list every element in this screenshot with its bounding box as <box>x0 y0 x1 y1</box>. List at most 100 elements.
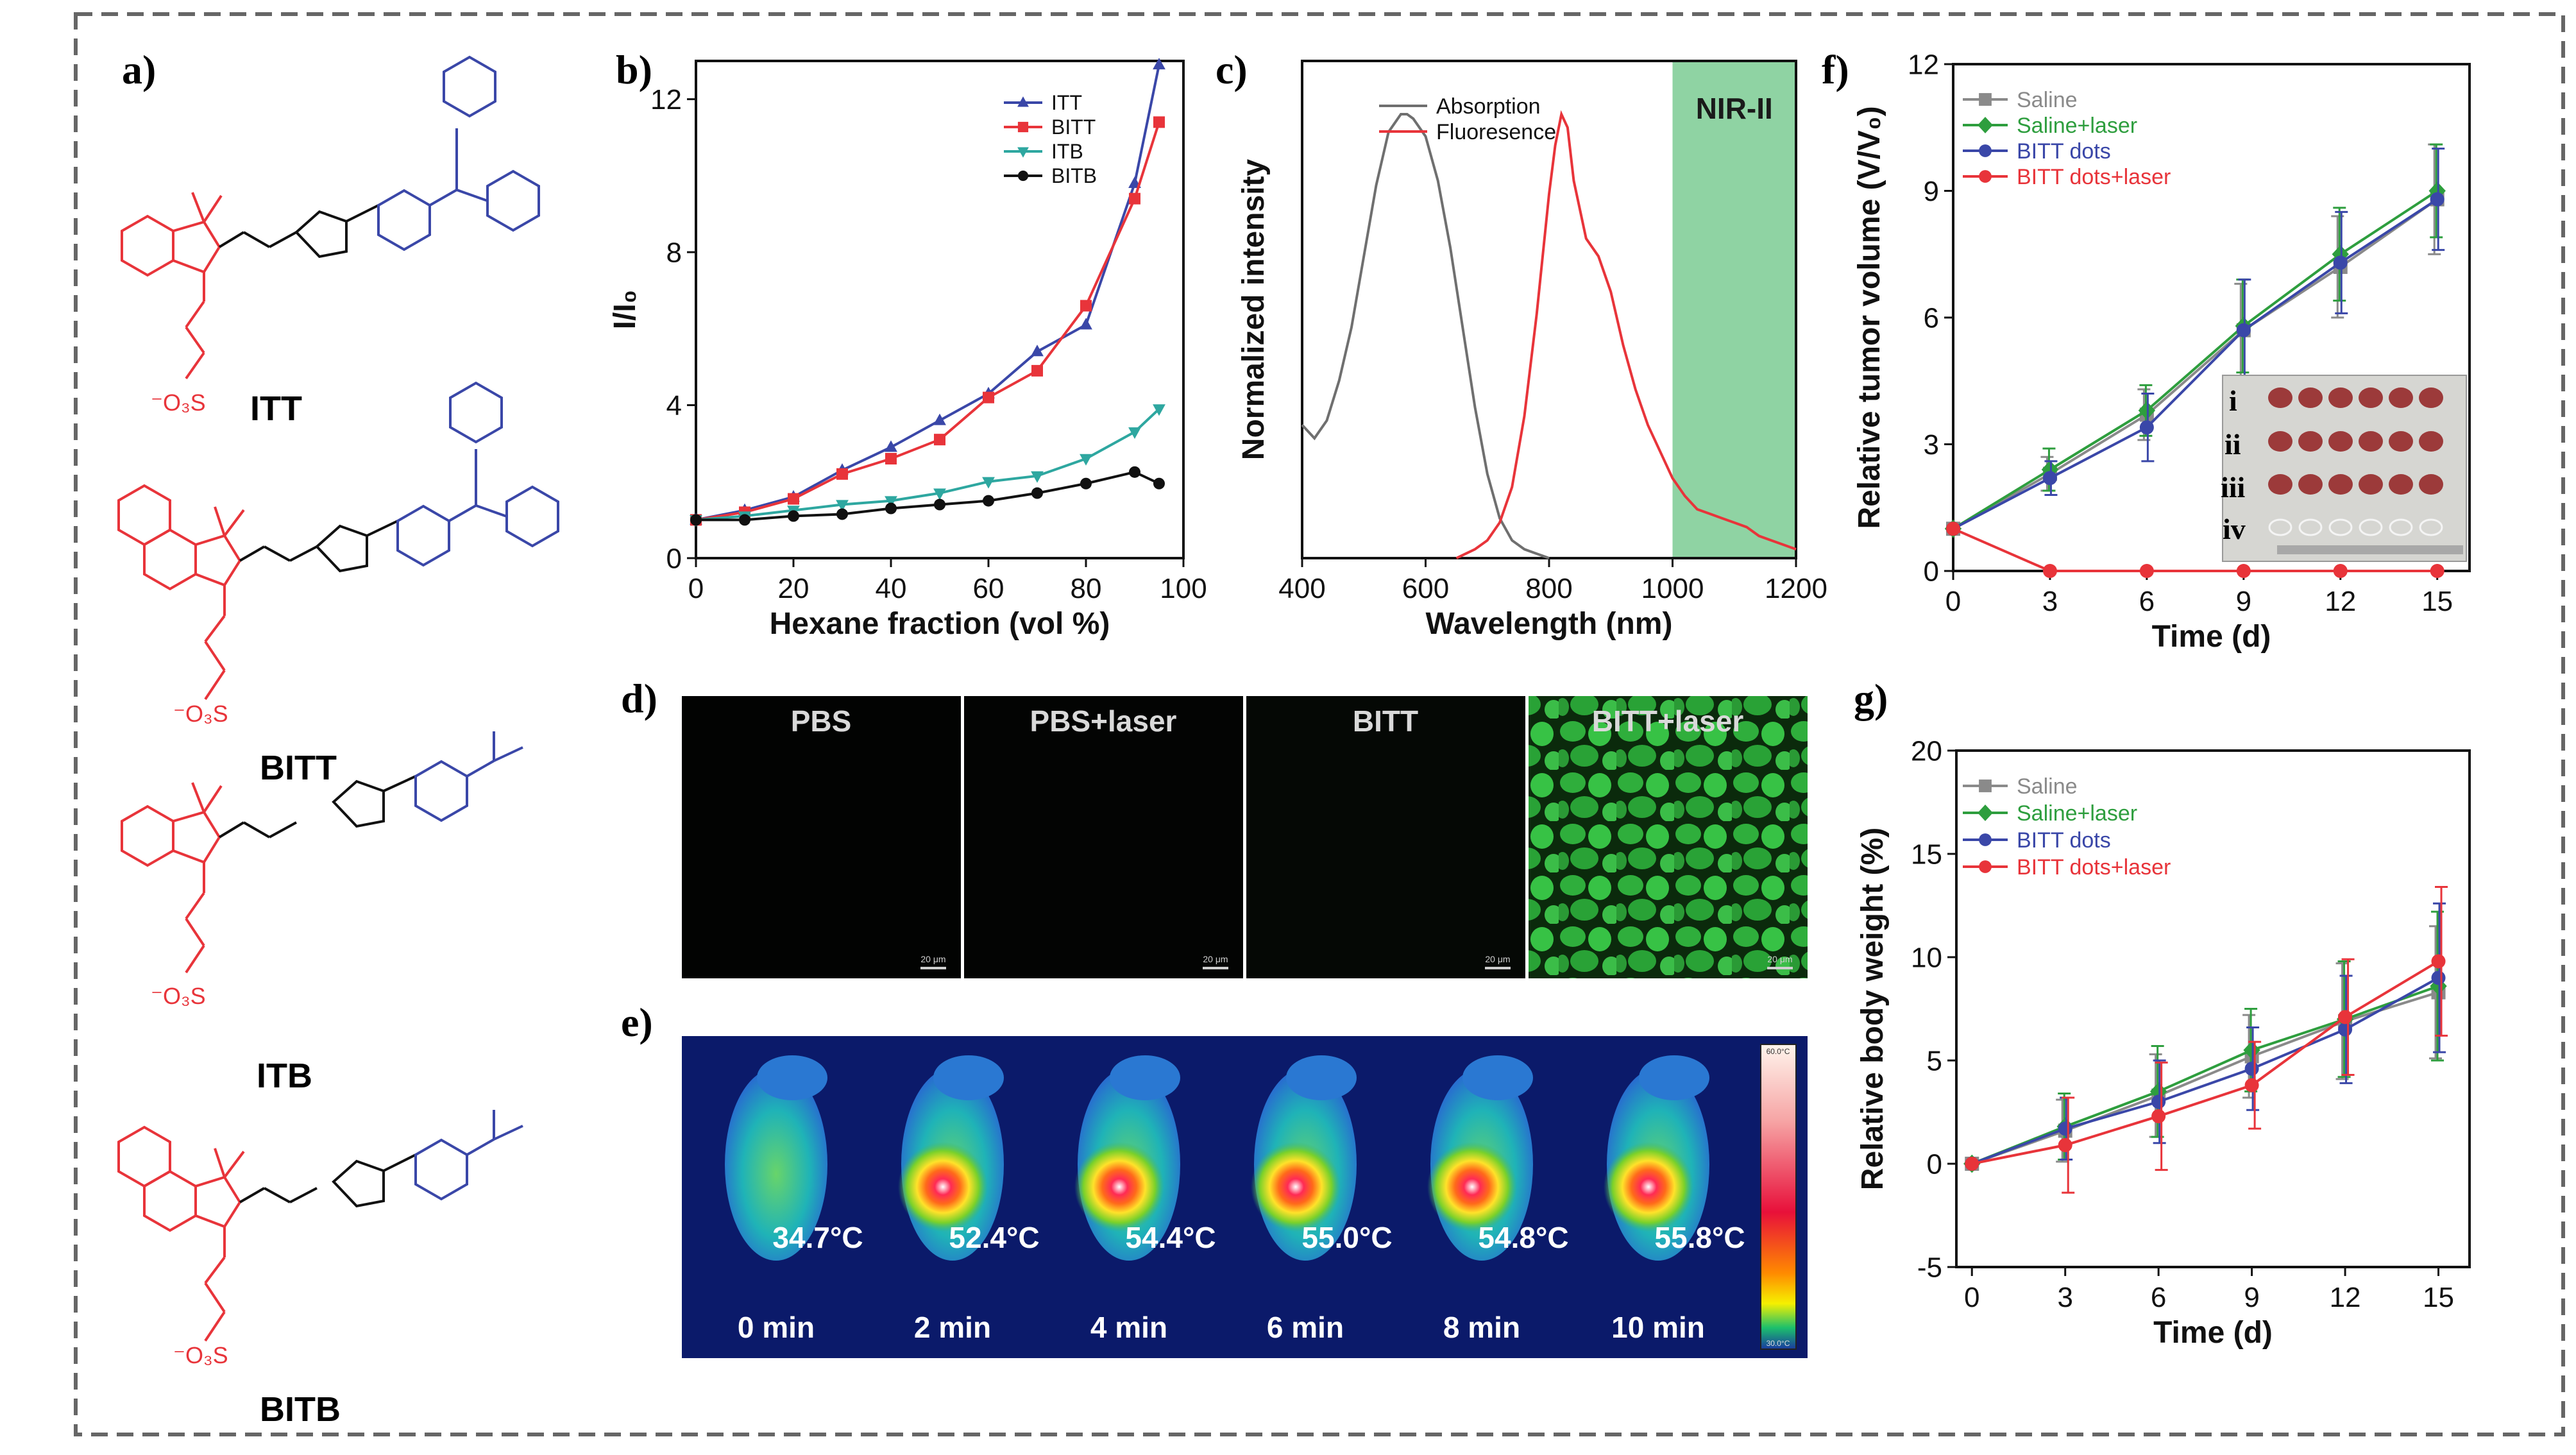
legend-label: BITT dots <box>2017 139 2111 164</box>
tumor-specimen <box>2419 474 2443 495</box>
x-axis-label: Time (d) <box>2153 1316 2273 1350</box>
molecule-name: BITT <box>260 749 337 787</box>
data-point <box>1080 454 1092 466</box>
legend-marker <box>1979 860 1992 873</box>
tumor-specimen <box>2298 431 2323 452</box>
data-point <box>1129 192 1140 205</box>
x-tick-label: 800 <box>1525 573 1572 604</box>
y-tick-label: 12 <box>1908 49 1939 80</box>
legend-label: Saline <box>2017 774 2078 799</box>
x-tick-label: 6 <box>2139 586 2155 617</box>
x-tick-label: 12 <box>2330 1282 2361 1313</box>
x-tick-label: 0 <box>688 573 704 604</box>
x-tick-label: 3 <box>2042 586 2058 617</box>
data-point <box>933 413 946 425</box>
molecule-bitb: ⁻O₃S BITB <box>117 1110 523 1429</box>
y-tick-label: 6 <box>1924 302 1939 334</box>
series-line <box>1953 198 2438 530</box>
panel-label-g: g) <box>1854 676 1888 721</box>
y-tick-label: 10 <box>1911 942 1942 973</box>
x-tick-label: 40 <box>876 573 907 604</box>
data-point <box>690 514 702 526</box>
heat-spot <box>898 1142 988 1232</box>
y-tick-label: -5 <box>1917 1252 1942 1283</box>
data-point <box>2431 971 2446 985</box>
data-point <box>2244 1061 2259 1076</box>
data-point <box>836 500 849 512</box>
series-line <box>1455 110 1797 559</box>
data-point <box>1031 345 1044 357</box>
molecule-itt: ⁻O₃S ITT <box>121 55 540 428</box>
data-point <box>2431 954 2446 969</box>
panel-label-e: e) <box>621 1000 653 1045</box>
tumor-empty <box>2298 518 2323 536</box>
y-tick-label: 12 <box>650 84 682 115</box>
time-label: 10 min <box>1611 1311 1705 1344</box>
scale-bar <box>1767 967 1793 969</box>
data-point <box>1080 477 1092 489</box>
molecule-name: BITB <box>260 1390 341 1429</box>
molecule-name: ITT <box>250 389 302 428</box>
data-point <box>2149 1082 2167 1101</box>
chart-absorption-fluorescence: NIR-II 400 600 800 1000 1200 Wavelength (nm) No… <box>1237 60 1827 641</box>
inset-row-label: i <box>2229 384 2237 417</box>
data-point <box>2151 1094 2166 1109</box>
thermal-colorbar <box>1760 1044 1797 1350</box>
x-tick-label: 1200 <box>1765 573 1827 604</box>
inset-row-label: iv <box>2223 513 2246 545</box>
x-tick-label: 6 <box>2151 1282 2166 1313</box>
legend-marker <box>1017 170 1029 182</box>
x-tick-label: 100 <box>1160 573 1207 604</box>
micrograph-label: PBS+laser <box>1030 704 1177 738</box>
molecule-anion: ⁻O₃S <box>173 1342 228 1368</box>
y-tick-label: 15 <box>1911 838 1942 870</box>
data-point <box>983 495 994 507</box>
data-point <box>788 493 799 505</box>
data-point <box>1031 364 1043 377</box>
micrograph-pbs-laser <box>964 696 1243 978</box>
time-label: 0 min <box>738 1311 815 1344</box>
thermal-mouse: 55.0°C 6 min <box>1251 1055 1393 1344</box>
data-point <box>934 498 945 511</box>
x-tick-label: 9 <box>2236 586 2251 617</box>
y-tick-label: 4 <box>666 390 682 421</box>
legend-marker <box>1978 117 1993 133</box>
mouse-head <box>1639 1055 1709 1100</box>
heat-spot <box>1427 1142 1517 1232</box>
molecule-itb: ⁻O₃S ITB <box>121 731 523 1095</box>
series-line <box>1971 976 2439 1165</box>
mouse-head <box>757 1055 827 1100</box>
data-point <box>885 440 897 452</box>
panel-label-b: b) <box>616 47 652 92</box>
x-tick-label: 15 <box>2423 1282 2454 1313</box>
tumor-specimen <box>2328 431 2353 452</box>
mouse-head <box>933 1055 1004 1100</box>
x-tick-label: 0 <box>1945 586 1961 617</box>
tumor-specimen <box>2328 474 2353 495</box>
legend-marker <box>1017 121 1029 133</box>
data-point <box>885 502 897 515</box>
x-tick-label: 12 <box>2325 586 2356 617</box>
data-point <box>1153 58 1165 70</box>
time-label: 8 min <box>1443 1311 1520 1344</box>
data-point <box>885 496 897 508</box>
tumor-empty <box>2328 518 2353 536</box>
x-tick-label: 9 <box>2244 1282 2259 1313</box>
tumor-empty <box>2268 518 2292 536</box>
legend-label: Saline <box>2017 88 2078 112</box>
tumor-empty <box>2359 518 2383 536</box>
data-point <box>1965 1157 1979 1171</box>
x-tick-label: 60 <box>973 573 1004 604</box>
series-line <box>1971 985 2439 1165</box>
data-point <box>933 488 946 500</box>
heat-spot <box>1604 1142 1693 1232</box>
scale-bar-label: 20 μm <box>1485 954 1510 964</box>
data-point <box>1153 477 1165 489</box>
x-tick-label: 15 <box>2421 586 2453 617</box>
legend-marker <box>1979 833 1992 846</box>
tumor-empty <box>2389 518 2413 536</box>
data-point <box>1946 522 1960 536</box>
thermal-mouse: 54.4°C 4 min <box>1074 1055 1216 1344</box>
mouse-head <box>1286 1055 1357 1100</box>
tumor-specimen <box>2268 431 2292 452</box>
